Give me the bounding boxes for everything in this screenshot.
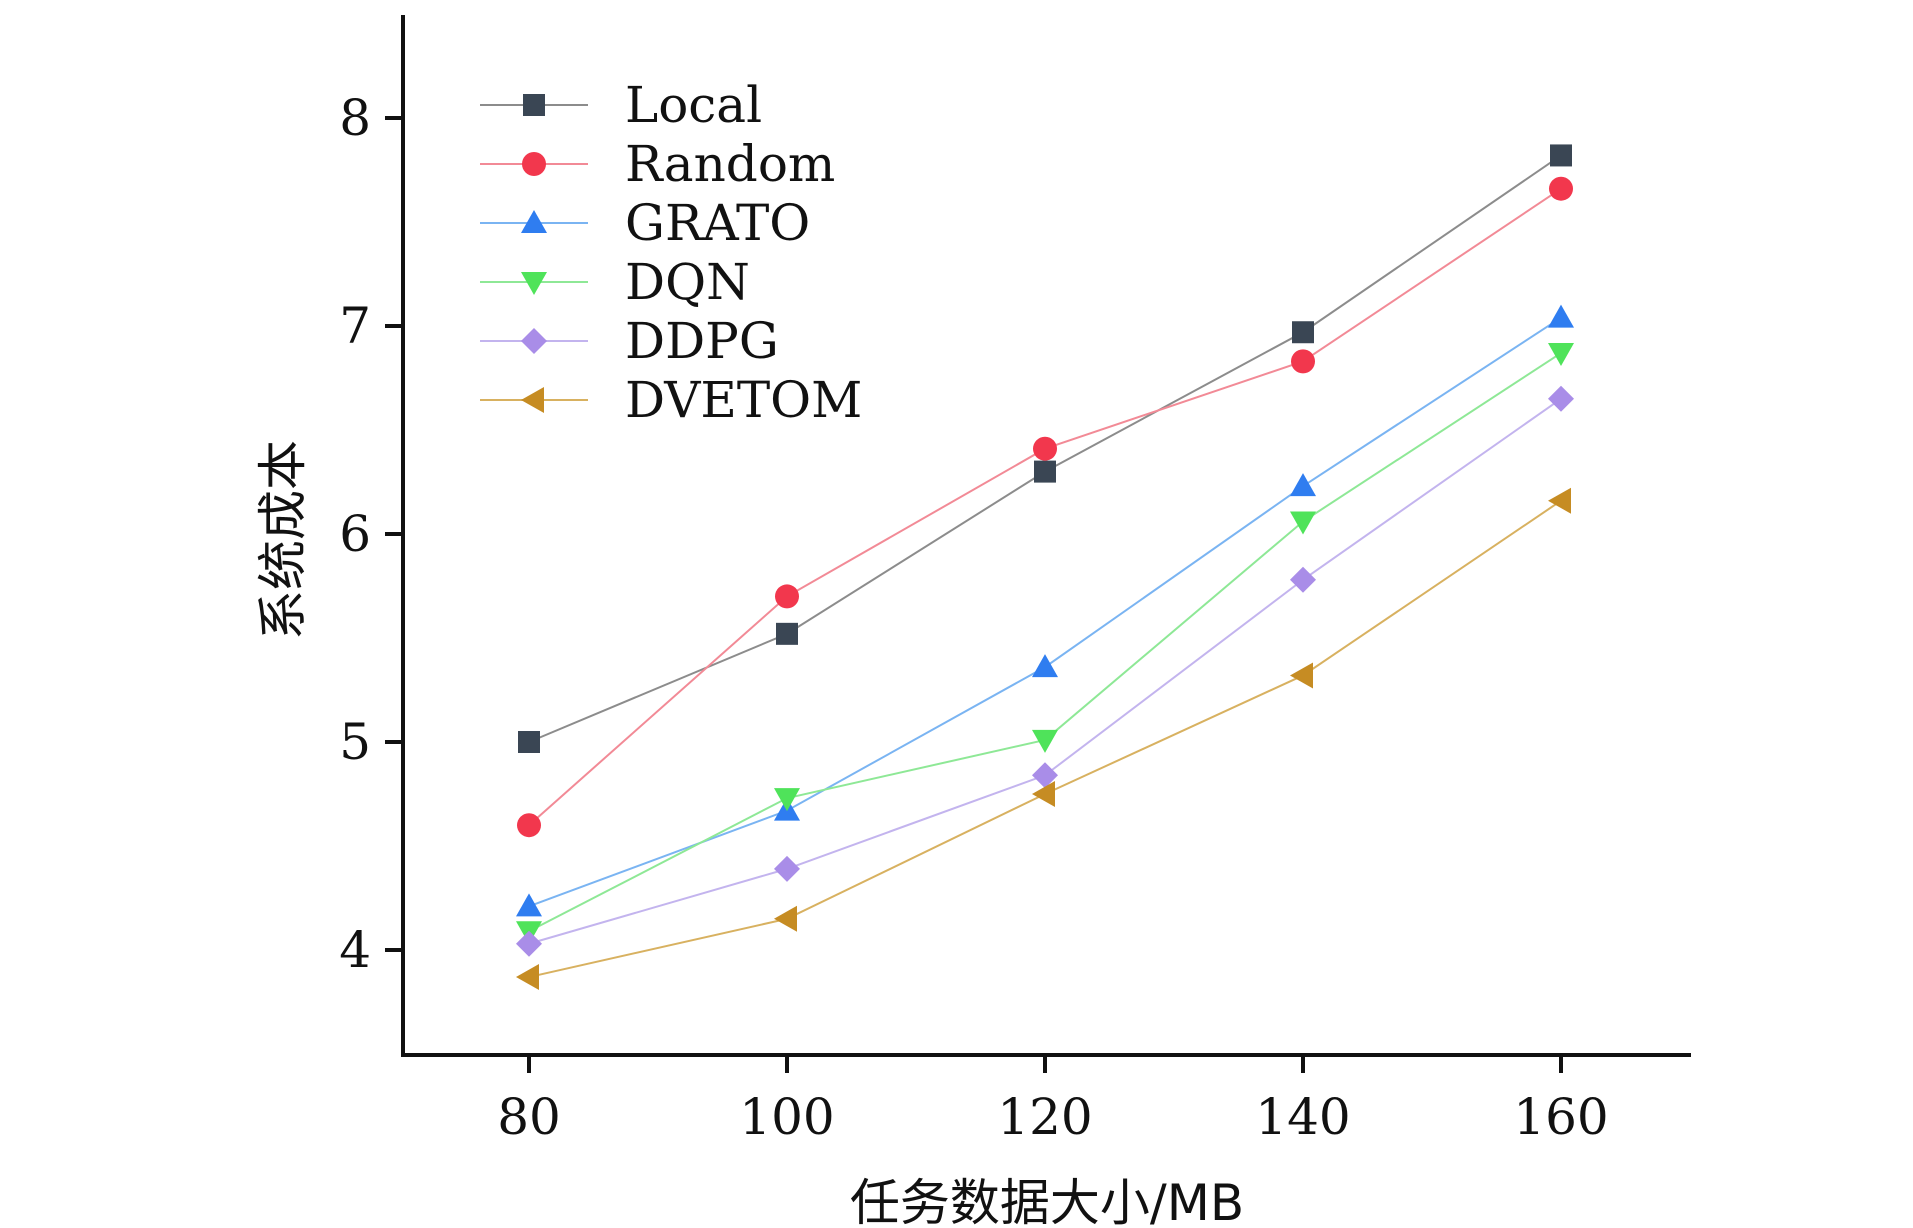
data-point-local (1292, 321, 1314, 344)
data-point-local (776, 622, 798, 645)
data-point-dvetom (516, 964, 539, 991)
legend-marker (523, 94, 545, 116)
legend-label: Random (625, 135, 835, 193)
series-local (518, 144, 1572, 753)
data-point-random (1033, 436, 1057, 461)
legend-item-dvetom: DVETOM (480, 371, 862, 429)
data-point-dqn (1032, 729, 1058, 753)
series-random (517, 176, 1573, 838)
legend-item-ddpg: DDPG (480, 312, 779, 370)
data-point-dvetom (1548, 487, 1571, 514)
data-point-dvetom (1032, 781, 1055, 807)
data-point-grato (1290, 473, 1316, 497)
data-point-dqn (1548, 343, 1574, 367)
legend-item-grato: GRATO (480, 194, 810, 252)
y-ticks: 4 5 6 7 8 (339, 89, 403, 979)
data-point-local (518, 731, 540, 753)
x-tick-label: 80 (497, 1088, 561, 1146)
legend-marker (521, 272, 547, 295)
y-axis-title: 系统成本 (254, 440, 312, 640)
y-tick-label: 8 (339, 89, 371, 147)
legend-label: DQN (625, 253, 750, 311)
legend-label: DVETOM (625, 371, 862, 429)
data-point-random (1549, 176, 1573, 201)
series-dvetom (516, 487, 1571, 991)
series-layer (516, 144, 1574, 991)
data-point-dvetom (774, 905, 797, 932)
data-point-ddpg (1548, 385, 1574, 412)
x-ticks: 80 100 120 140 160 (497, 1055, 1609, 1146)
data-point-grato (516, 893, 542, 917)
series-ddpg (516, 385, 1574, 957)
legend-marker (522, 152, 546, 176)
data-point-local (1550, 144, 1572, 167)
x-tick-label: 100 (739, 1088, 834, 1146)
data-point-dvetom (1290, 662, 1313, 689)
legend-marker (521, 328, 547, 354)
legend-marker (521, 210, 547, 233)
data-point-ddpg (516, 930, 542, 957)
x-tick-label: 160 (1513, 1088, 1608, 1146)
y-tick-label: 6 (339, 505, 371, 563)
legend-label: GRATO (625, 194, 810, 252)
legend-label: DDPG (625, 312, 779, 370)
data-point-local (1034, 460, 1056, 483)
data-point-ddpg (774, 855, 800, 882)
y-tick-label: 5 (339, 713, 371, 771)
x-tick-label: 120 (997, 1088, 1092, 1146)
data-point-grato (1548, 304, 1574, 328)
y-tick-label: 7 (339, 297, 371, 355)
x-tick-label: 140 (1255, 1088, 1350, 1146)
data-point-dqn (774, 788, 800, 812)
legend-item-dqn: DQN (480, 253, 750, 311)
data-point-ddpg (1032, 762, 1058, 789)
y-tick-label: 4 (339, 921, 371, 979)
data-point-ddpg (1290, 566, 1316, 593)
x-axis-title: 任务数据大小/MB (850, 1174, 1244, 1228)
data-point-grato (1032, 654, 1058, 678)
data-point-random (775, 584, 799, 609)
legend-marker (521, 387, 544, 413)
legend-item-local: Local (480, 76, 762, 134)
data-point-dqn (1290, 511, 1316, 535)
data-point-random (1291, 349, 1315, 374)
legend-item-random: Random (480, 135, 835, 193)
data-point-random (517, 813, 541, 838)
legend-label: Local (625, 76, 762, 134)
axes (401, 15, 1691, 1057)
series-dqn (516, 343, 1574, 945)
